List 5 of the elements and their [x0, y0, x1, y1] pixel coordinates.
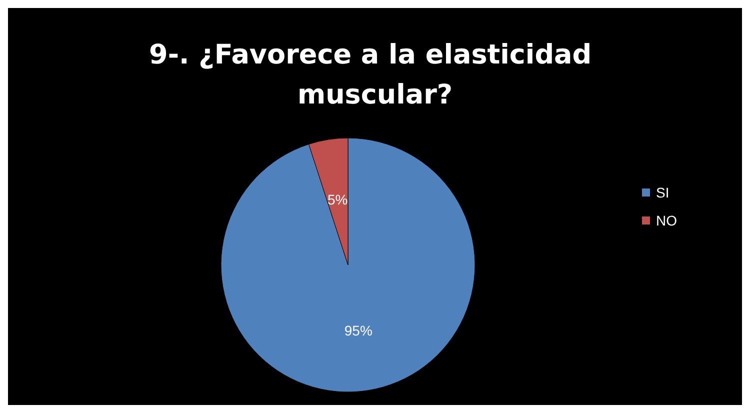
legend-label: NO — [656, 212, 678, 228]
data-label: 5% — [327, 191, 348, 208]
chart-title: 9-. ¿Favorece a la elasticidad muscular? — [149, 40, 601, 110]
data-label: 95% — [344, 322, 372, 339]
legend-label: SI — [656, 184, 670, 200]
